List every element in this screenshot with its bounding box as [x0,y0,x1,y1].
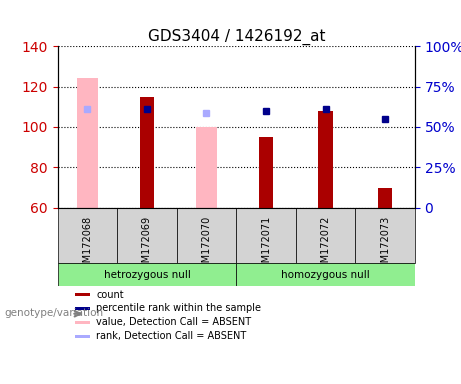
Text: genotype/variation: genotype/variation [5,308,104,318]
Text: percentile rank within the sample: percentile rank within the sample [96,303,261,313]
Text: hetrozygous null: hetrozygous null [104,270,190,280]
Text: GSM172068: GSM172068 [83,216,92,275]
Bar [76,321,90,324]
Bar [76,334,90,338]
Text: value, Detection Call = ABSENT: value, Detection Call = ABSENT [96,317,251,327]
Bar [378,187,392,208]
Bar [318,111,333,208]
Bar [259,137,273,208]
Text: GSM172073: GSM172073 [380,216,390,275]
FancyBboxPatch shape [296,208,355,263]
Text: GSM172071: GSM172071 [261,216,271,275]
Text: GSM172072: GSM172072 [320,216,331,275]
FancyBboxPatch shape [177,208,236,263]
Text: GSM172069: GSM172069 [142,216,152,275]
Bar [140,97,154,208]
Bar [196,127,217,208]
Text: count: count [96,290,124,300]
Text: GSM172070: GSM172070 [201,216,212,275]
Title: GDS3404 / 1426192_at: GDS3404 / 1426192_at [148,28,325,45]
FancyBboxPatch shape [236,263,415,286]
Text: rank, Detection Call = ABSENT: rank, Detection Call = ABSENT [96,331,247,341]
FancyBboxPatch shape [58,208,117,263]
Bar [76,293,90,296]
Bar [77,78,98,208]
FancyBboxPatch shape [236,208,296,263]
Bar [76,307,90,310]
Text: homozygous null: homozygous null [281,270,370,280]
FancyBboxPatch shape [355,208,415,263]
FancyBboxPatch shape [58,263,236,286]
FancyBboxPatch shape [117,208,177,263]
